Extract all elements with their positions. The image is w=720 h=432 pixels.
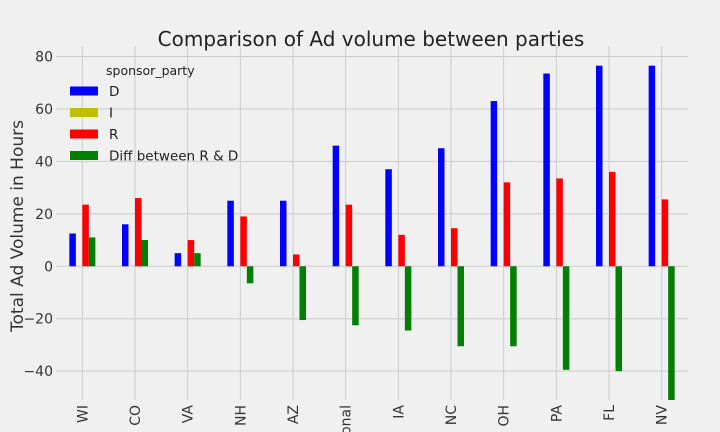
bar-National-r (345, 204, 353, 267)
bar-VA-r (187, 240, 195, 267)
y-tick-label: 60 (35, 102, 53, 118)
bar-IA-diff-between-r-d (404, 266, 412, 331)
x-tick-label: CO (128, 405, 144, 426)
legend-swatch (70, 151, 98, 160)
x-tick-label: NH (233, 405, 249, 426)
bar-CO-r (135, 198, 142, 267)
bar-National-diff-between-r-d (352, 266, 359, 326)
bar-AZ-d (280, 200, 287, 267)
chart-title: Comparison of Ad volume between parties (158, 27, 585, 51)
x-tick-label: VA (181, 405, 197, 424)
legend-label: R (109, 127, 118, 143)
bar-AZ-diff-between-r-d (299, 266, 306, 321)
x-tick-label: OH (497, 405, 513, 427)
legend-swatch (70, 129, 98, 139)
x-axis-ticks: WI CO VA NH AZ ional IA NC OH PA FL NV (75, 405, 670, 432)
x-tick-label: NV (655, 405, 671, 425)
bar-National-d (332, 145, 340, 267)
bar-WI-diff-between-r-d (88, 237, 96, 267)
y-tick-label: 80 (35, 49, 53, 65)
y-tick-label: 40 (35, 154, 53, 170)
bar-OH-diff-between-r-d (510, 266, 517, 347)
bar-OH-d (490, 101, 498, 267)
legend-label: Diff between R & D (109, 149, 238, 165)
y-tick-label: 20 (35, 207, 53, 223)
y-axis-ticks: −40 −20 0 20 40 60 80 (23, 49, 53, 380)
bar-FL-d (596, 65, 603, 267)
bar-AZ-r (293, 254, 300, 267)
bar-CO-d (122, 224, 129, 267)
y-tick-label: 0 (44, 259, 53, 275)
bar-FL-diff-between-r-d (615, 266, 622, 372)
bar-VA-d (174, 253, 182, 267)
bar-NC-d (438, 148, 445, 267)
bar-WI-d (69, 233, 76, 267)
x-tick-label: NC (444, 405, 460, 425)
bar-NH-diff-between-r-d (246, 266, 254, 284)
bar-CO-diff-between-r-d (141, 240, 148, 267)
legend-title: sponsor_party (106, 63, 195, 78)
bar-NH-d (227, 200, 234, 267)
legend-label: I (109, 106, 113, 122)
bar-FL-r (609, 171, 616, 267)
y-tick-label: −20 (23, 312, 53, 328)
bar-NH-r (240, 216, 247, 267)
legend-swatch (70, 86, 98, 96)
bar-PA-r (556, 178, 563, 267)
x-tick-label: IA (391, 405, 407, 419)
x-tick-label: ional (339, 405, 355, 432)
bar-NV-diff-between-r-d (668, 266, 675, 400)
x-tick-label: FL (602, 405, 618, 421)
x-tick-label: WI (75, 405, 91, 423)
bar-PA-diff-between-r-d (562, 266, 570, 370)
y-axis-label: Total Ad Volume in Hours (8, 120, 28, 333)
bar-IA-r (398, 234, 405, 267)
grid (56, 46, 688, 400)
bar-VA-diff-between-r-d (194, 253, 201, 267)
y-tick-label: −40 (23, 364, 53, 380)
bar-NV-d (648, 65, 656, 267)
x-tick-label: AZ (286, 405, 302, 424)
bar-NC-r (451, 228, 458, 267)
bar-IA-d (385, 169, 392, 267)
legend-swatch (70, 108, 98, 117)
bar-PA-d (543, 73, 550, 267)
bar-NC-diff-between-r-d (457, 266, 464, 347)
x-tick-label: PA (549, 405, 565, 423)
bars (69, 65, 675, 400)
legend-label: D (109, 84, 119, 100)
bar-OH-r (503, 182, 511, 267)
bar-WI-r (82, 204, 89, 267)
legend-items: DIR Diff between R & D (70, 84, 238, 165)
bar-NV-r (661, 199, 669, 267)
legend: sponsor_party DIR Diff between R & D (70, 63, 238, 165)
